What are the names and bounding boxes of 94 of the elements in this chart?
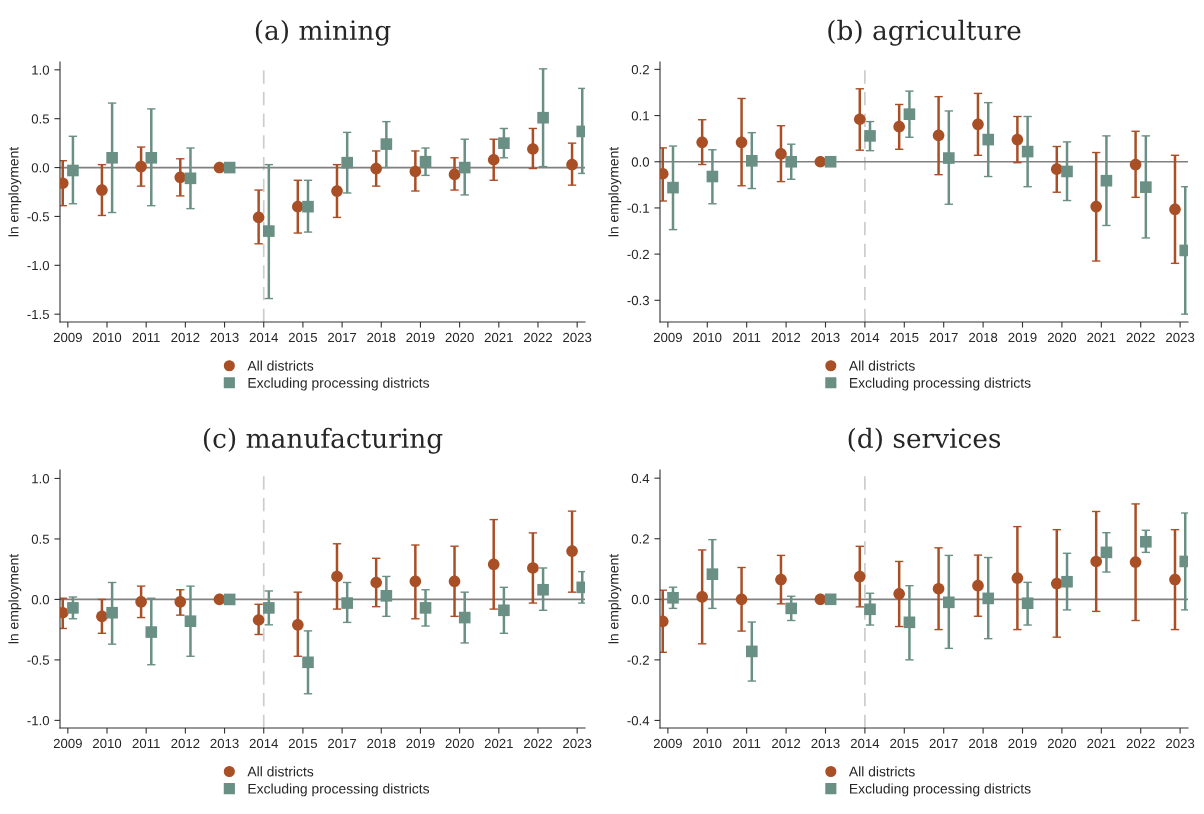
x-tick-label: 2022 — [523, 332, 552, 343]
x-tick-label: 2021 — [1087, 738, 1116, 749]
x-tick-label: 2010 — [693, 738, 722, 749]
x-tick-label: 2018 — [969, 332, 998, 343]
y-tick-label: -1.5 — [27, 309, 50, 320]
x-tick-label: 2015 — [890, 332, 919, 343]
x-tick-label: 2011 — [132, 738, 160, 749]
y-axis-title: ln employment — [608, 146, 622, 237]
y-tick-label: 0.2 — [631, 534, 649, 544]
y-tick-label: 0.5 — [31, 114, 50, 124]
y-tick-label: 0.0 — [631, 157, 650, 167]
x-tick-label: 2017 — [929, 738, 958, 749]
x-tick-label: 2020 — [445, 738, 474, 749]
x-tick-label: 2021 — [1087, 332, 1116, 343]
y-tick-label: 0.0 — [31, 163, 50, 173]
x-tick-label: 2009 — [653, 738, 682, 749]
x-tick-label: 2019 — [1008, 332, 1037, 343]
y-axis-title: ln employment — [608, 553, 622, 644]
x-tick-label: 2009 — [653, 332, 682, 343]
legend-label: All districts — [247, 360, 314, 371]
x-tick-label: 2023 — [563, 738, 592, 749]
legend-label: All districts — [848, 766, 915, 777]
x-tick-label: 2011 — [733, 738, 761, 749]
x-tick-label: 2014 — [850, 738, 880, 749]
legend-label: Excluding processing districts — [248, 783, 430, 797]
y-tick-label: 1.0 — [32, 474, 50, 484]
chart-title: (c) manufacturing — [203, 427, 443, 454]
legend-label: Excluding processing districts — [248, 377, 430, 391]
y-axis-title: ln employment — [8, 553, 22, 644]
x-tick-label: 2013 — [210, 332, 239, 343]
x-tick-label: 2012 — [772, 332, 801, 343]
x-tick-label: 2021 — [484, 738, 513, 749]
x-tick-label: 2022 — [1126, 332, 1155, 343]
x-tick-label: 2017 — [328, 738, 357, 749]
y-tick-label: 0.0 — [31, 594, 50, 605]
x-tick-label: 2023 — [1166, 332, 1195, 343]
x-tick-label: 2022 — [1126, 738, 1155, 749]
y-axis-title: ln employment — [8, 146, 22, 237]
x-tick-label: 2018 — [969, 738, 998, 749]
x-tick-label: 2010 — [93, 738, 122, 749]
legend-label: Excluding processing districts — [850, 783, 1031, 797]
x-tick-label: 2009 — [53, 332, 82, 343]
y-tick-label: 0.2 — [631, 64, 649, 75]
y-tick-label: -0.5 — [27, 212, 50, 222]
x-tick-label: 2023 — [1166, 738, 1195, 749]
y-tick-label: 1.0 — [32, 65, 50, 75]
x-tick-label: 2010 — [693, 332, 722, 343]
chart-title: (b) agriculture — [828, 19, 1021, 46]
x-tick-label: 2013 — [811, 332, 840, 343]
x-tick-label: 2019 — [406, 738, 435, 749]
y-tick-label: -0.2 — [627, 249, 649, 260]
x-tick-label: 2014 — [850, 332, 880, 343]
x-tick-label: 2017 — [929, 332, 958, 343]
x-tick-label: 2011 — [733, 332, 761, 343]
legend-label: All districts — [247, 766, 314, 777]
y-tick-label: 0.4 — [631, 473, 650, 484]
y-tick-label: 0.5 — [31, 534, 50, 544]
x-tick-label: 2015 — [890, 738, 919, 749]
x-tick-label: 2011 — [132, 332, 160, 343]
y-tick-label: -0.3 — [627, 295, 650, 306]
y-tick-label: -0.2 — [627, 655, 649, 665]
x-tick-label: 2010 — [93, 332, 122, 343]
x-tick-label: 2019 — [406, 332, 435, 343]
x-tick-label: 2021 — [484, 332, 513, 343]
x-tick-label: 2019 — [1008, 738, 1037, 749]
x-tick-label: 2014 — [249, 332, 279, 343]
y-tick-label: -0.4 — [627, 716, 650, 726]
chart-title: (d) services — [848, 427, 1001, 452]
x-tick-label: 2014 — [249, 738, 279, 749]
x-tick-label: 2009 — [53, 738, 82, 749]
x-tick-label: 2015 — [288, 738, 318, 749]
x-tick-label: 2022 — [523, 738, 552, 749]
x-tick-label: 2020 — [1047, 738, 1077, 749]
y-tick-label: -0.1 — [627, 203, 649, 213]
x-tick-label: 2012 — [171, 332, 200, 343]
y-tick-label: -0.5 — [27, 655, 50, 665]
y-tick-label: 0.0 — [631, 594, 650, 605]
x-tick-label: 2017 — [328, 332, 357, 343]
x-tick-label: 2012 — [772, 738, 801, 749]
legend-label: Excluding processing districts — [850, 377, 1031, 391]
y-tick-label: -1.0 — [27, 260, 50, 271]
chart-title: (a) mining — [255, 19, 391, 46]
y-tick-label: 0.1 — [631, 111, 649, 121]
x-tick-label: 2013 — [811, 738, 840, 749]
y-tick-label: -1.0 — [27, 715, 50, 726]
x-tick-label: 2020 — [445, 332, 474, 343]
x-tick-label: 2018 — [367, 738, 396, 749]
x-tick-label: 2020 — [1047, 332, 1077, 343]
x-tick-label: 2015 — [288, 332, 318, 343]
legend-label: All districts — [848, 360, 915, 371]
x-tick-label: 2023 — [563, 332, 592, 343]
x-tick-label: 2012 — [171, 738, 200, 749]
x-tick-label: 2018 — [367, 332, 396, 343]
x-tick-label: 2013 — [210, 738, 239, 749]
